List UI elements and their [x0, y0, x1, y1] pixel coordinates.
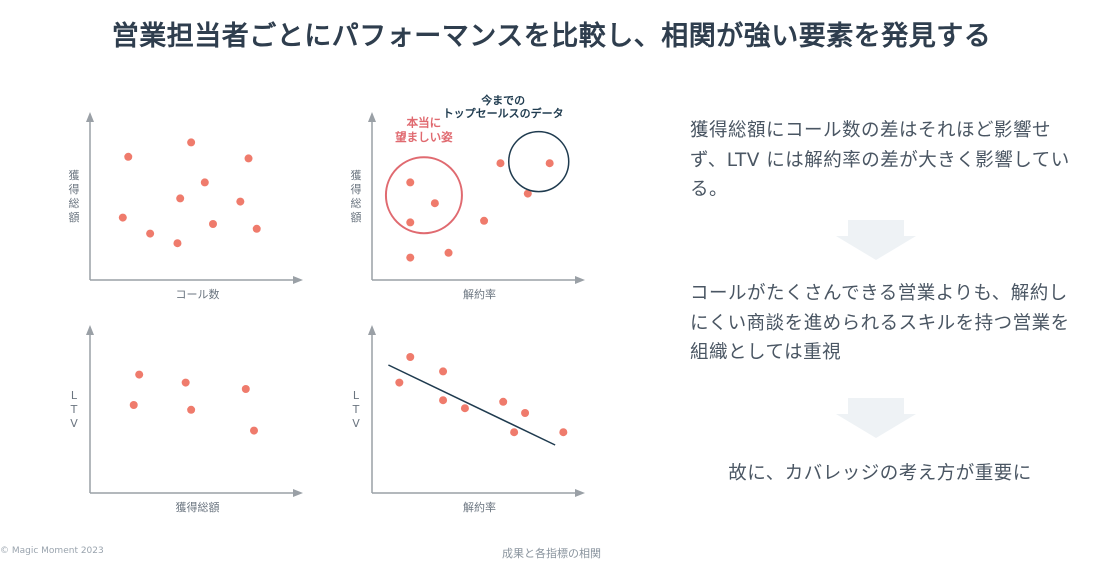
data-point-4-1	[406, 353, 415, 361]
data-point-3-5	[187, 405, 196, 414]
data-point-3-4	[129, 401, 138, 409]
y-axis-label-4-char-2: T	[352, 403, 360, 416]
data-point-2-6	[444, 248, 453, 257]
slide-caption: 成果と各指標の相関	[502, 547, 601, 560]
y-axis-label-1-char-3: 総	[69, 196, 80, 210]
data-point-1-2	[187, 138, 196, 147]
data-point-1-5	[200, 178, 209, 187]
data-point-3-1	[135, 370, 144, 379]
data-point-1-3	[244, 154, 253, 163]
data-point-4-4	[439, 396, 448, 405]
y-axis-arrow-icon-2	[368, 112, 376, 122]
data-point-2-3	[406, 218, 415, 227]
data-point-1-9	[173, 239, 182, 248]
data-point-1-4	[176, 194, 185, 203]
top-sales-label-line1: 今までの	[480, 93, 525, 107]
page-title: 営業担当者ごとにパフォーマンスを比較し、相関が強い要素を発見する	[111, 21, 992, 52]
insight-text-2: コールがたくさんできる営業よりも、解約しにくい商談を進められるスキルを持つ営業を…	[690, 283, 1070, 364]
top-sales-circle	[507, 130, 570, 193]
x-axis-label-4: 解約率	[463, 500, 496, 514]
y-axis-label-4-char-1: L	[353, 389, 360, 402]
insight-text-1: 獲得総額にコール数の差はそれほど影響せず、LTV には解約率の差が大きく影響して…	[690, 120, 1070, 201]
data-point-4-9	[559, 428, 568, 437]
ideal-label-line2: 望ましい姿	[395, 130, 453, 144]
data-point-1-8	[146, 229, 155, 238]
data-point-1-10	[209, 220, 217, 228]
down-arrow-icon-2	[836, 398, 916, 438]
data-point-1-6	[236, 197, 245, 206]
data-point-3-6	[250, 426, 258, 435]
data-point-2-2	[430, 199, 439, 208]
data-point-3-2	[181, 378, 190, 387]
trend-line	[388, 364, 556, 446]
data-point-4-5	[460, 404, 469, 413]
data-point-4-8	[510, 428, 519, 437]
data-point-1-11	[252, 224, 261, 233]
y-axis-arrow-icon-4	[368, 325, 376, 335]
copyright: © Magic Moment 2023	[0, 546, 104, 556]
down-arrow-icon-1	[836, 220, 916, 260]
data-point-2-7	[496, 159, 505, 168]
data-point-4-3	[395, 378, 404, 387]
y-axis-label-3-char-3: V	[70, 417, 78, 430]
data-point-2-1	[406, 178, 415, 187]
y-axis-label-2-char-4: 額	[351, 211, 362, 224]
y-axis-label-4-char-3: V	[352, 417, 360, 430]
scatter-plots: コール数獲得総額解約率獲得総額本当に望ましい姿今までのトップセールスのデータ獲得…	[69, 93, 585, 514]
ideal-label-line1: 本当に	[407, 115, 442, 129]
data-point-3-3	[241, 385, 250, 393]
top-sales-label-line2: トップセールスのデータ	[443, 106, 564, 120]
ideal-circle	[384, 156, 463, 235]
data-point-2-4	[480, 216, 489, 225]
data-point-1-7	[118, 213, 127, 222]
y-axis-arrow-icon-1	[86, 112, 94, 122]
y-axis-label-1-char-1: 獲	[69, 169, 80, 182]
y-axis-label-1-char-4: 額	[69, 211, 80, 224]
y-axis-label-2-char-3: 総	[351, 196, 362, 210]
y-axis-label-2-char-2: 得	[351, 183, 362, 196]
y-axis-label-3-char-1: L	[71, 389, 78, 402]
y-axis-label-2-char-1: 獲	[351, 169, 362, 182]
data-point-4-2	[439, 367, 448, 376]
x-axis-arrow-icon-3	[293, 489, 303, 497]
data-point-1-1	[124, 152, 133, 161]
data-point-4-7	[521, 409, 530, 417]
x-axis-arrow-icon-2	[575, 276, 585, 284]
x-axis-arrow-icon-1	[293, 276, 303, 284]
x-axis-label-3: 獲得総額	[176, 500, 220, 514]
data-point-2-9	[523, 189, 532, 198]
x-axis-arrow-icon-4	[575, 489, 585, 497]
data-point-2-8	[545, 159, 554, 168]
x-axis-label-1: コール数	[176, 288, 220, 301]
data-point-4-6	[499, 397, 508, 406]
y-axis-arrow-icon-3	[86, 325, 94, 335]
data-point-2-5	[406, 253, 415, 262]
y-axis-label-3-char-2: T	[70, 403, 78, 416]
conclusion-text: 故に、カバレッジの考え方が重要に	[728, 463, 1032, 484]
x-axis-label-2: 解約率	[463, 287, 496, 301]
y-axis-label-1-char-2: 得	[69, 183, 80, 196]
